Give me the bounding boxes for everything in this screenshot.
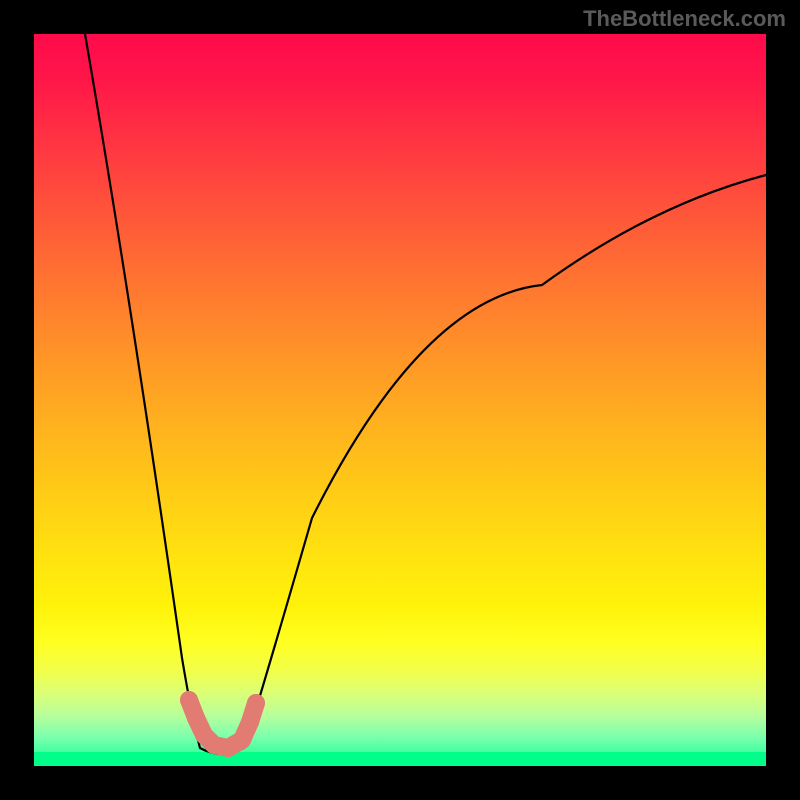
dip-marker-dot xyxy=(247,694,265,712)
bottleneck-curve-chart xyxy=(0,0,800,800)
watermark-text: TheBottleneck.com xyxy=(583,6,786,32)
chart-container: TheBottleneck.com xyxy=(0,0,800,800)
dip-marker-dot xyxy=(233,731,251,749)
dip-marker-dot xyxy=(180,691,198,709)
dip-marker-dot xyxy=(187,709,205,727)
dip-marker-dot xyxy=(241,713,259,731)
green-baseline xyxy=(34,752,766,766)
